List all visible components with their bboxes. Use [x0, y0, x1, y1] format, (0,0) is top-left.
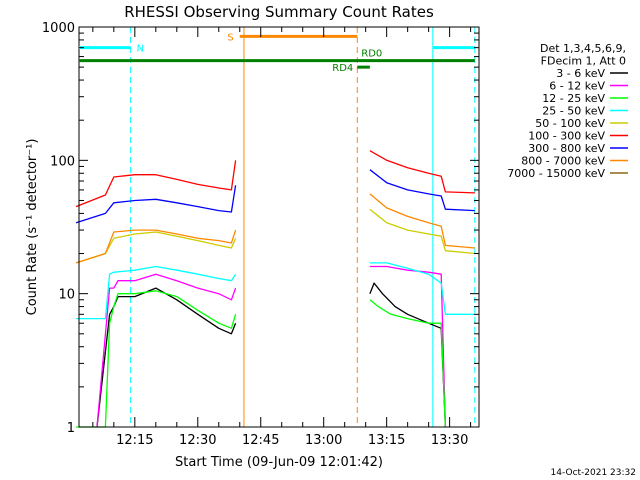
legend-label-100-300-kev: 100 - 300 keV — [528, 130, 605, 143]
y-tick-label: 10 — [58, 288, 75, 303]
legend-header-line: FDecim 1, Att 0 — [541, 55, 626, 68]
footer-timestamp: 14-Oct-2021 23:32 — [551, 468, 636, 478]
legend-label-300-800-kev: 300 - 800 keV — [528, 142, 605, 155]
y-axis-label: Count Rate (s⁻¹ detector⁻¹) — [25, 139, 40, 316]
legend-label-3-6-kev: 3 - 6 keV — [556, 67, 605, 80]
chart-title: RHESSI Observing Summary Count Rates — [124, 3, 434, 21]
legend-label-25-50-kev: 25 - 50 keV — [542, 105, 605, 118]
series-line-50-100-kev — [75, 208, 475, 264]
flag-label-s: S — [227, 32, 233, 43]
y-tick-label: 1 — [67, 421, 75, 436]
flag-bars: N S RD0 RD4 — [79, 32, 475, 74]
legend: Det 1,3,4,5,6,9,FDecim 1, Att 03 - 6 keV… — [507, 42, 628, 180]
flag-label-rd0: RD0 — [361, 49, 382, 60]
y-tick-label: 1000 — [42, 21, 75, 36]
series-line-25-50-kev — [76, 262, 475, 320]
x-tick-label: 13:00 — [305, 433, 342, 448]
plot-frame — [78, 26, 480, 428]
legend-header-line: Det 1,3,4,5,6,9, — [540, 42, 626, 55]
x-tick-label: 12:30 — [179, 433, 216, 448]
legend-label-12-25-kev: 12 - 25 keV — [542, 92, 605, 105]
x-tick-label: 13:30 — [431, 433, 468, 448]
legend-label-800-7000-kev: 800 - 7000 keV — [521, 155, 605, 168]
axes: 1 10 100 1000 12:15 12:30 12:45 13:00 13:15 13:30 — [42, 21, 479, 448]
x-tick-label: 13:15 — [368, 433, 405, 448]
series-line-3-6-kev — [96, 282, 447, 428]
series-line-100-300-kev — [75, 150, 475, 208]
flag-label-n: N — [137, 44, 144, 55]
series-line-300-800-kev — [75, 169, 475, 224]
legend-label-7000-15000-kev: 7000 - 15000 keV — [507, 167, 605, 180]
y-tick-label: 100 — [50, 154, 75, 169]
flag-label-rd4: RD4 — [332, 63, 353, 74]
series-line-12-25-kev — [76, 290, 447, 428]
plot-area — [75, 27, 476, 428]
x-axis-label: Start Time (09-Jun-09 12:01:42) — [175, 455, 383, 470]
x-tick-label: 12:15 — [116, 433, 153, 448]
legend-label-50-100-kev: 50 - 100 keV — [535, 117, 605, 130]
x-tick-label: 12:45 — [242, 433, 279, 448]
series-line-800-7000-kev — [75, 193, 475, 264]
legend-label-6-12-kev: 6 - 12 keV — [549, 80, 605, 93]
